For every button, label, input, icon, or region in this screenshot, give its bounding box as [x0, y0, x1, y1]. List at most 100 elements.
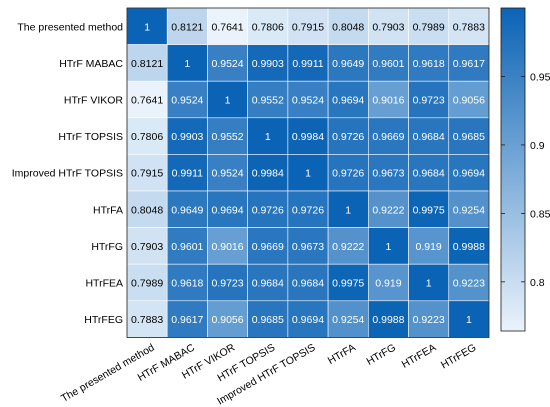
cell-value-label: 1	[265, 131, 271, 143]
cell-value-label: 0.9524	[211, 58, 243, 70]
cell-value-label: 0.9016	[211, 241, 243, 253]
cell-value-label: 0.9694	[292, 314, 324, 326]
cell-value-label: 0.9911	[292, 58, 323, 70]
cell-value-label: 1	[386, 241, 392, 253]
cell-value-label: 0.9984	[252, 168, 284, 180]
heatmap-cell	[287, 44, 329, 82]
colorbar-tick-label: 0.8	[530, 277, 545, 289]
cell-value-label: 0.7989	[413, 21, 445, 33]
heatmap-cell	[368, 227, 409, 265]
cell-value-label: 0.7883	[453, 21, 485, 33]
cell-value-label: 0.9223	[453, 278, 485, 290]
heatmap-cell	[327, 263, 369, 302]
heatmap-cell	[448, 117, 490, 155]
colorbar-tick-label: 0.9	[530, 140, 545, 152]
heatmap-cell	[247, 154, 289, 192]
cell-value-label: 0.9617	[171, 314, 203, 326]
heatmap-cell	[126, 263, 168, 302]
row-label: The presented method	[17, 21, 123, 33]
row-label: HTrFA	[93, 204, 123, 216]
cell-value-label: 0.9694	[332, 95, 364, 107]
heatmap-cell	[448, 44, 490, 82]
cell-value-label: 0.9903	[171, 131, 203, 143]
heatmap-cell	[207, 190, 248, 228]
cell-value-label: 0.9723	[413, 95, 445, 107]
heatmap-cell	[408, 190, 450, 228]
heatmap-cell	[207, 44, 248, 82]
heatmap-cell	[448, 80, 490, 119]
cell-value-label: 0.9726	[292, 204, 324, 216]
heatmap-cells: 1 0.8121 0.7641 0.7806 0.7915 0.8048 0.7903 0.7…	[126, 7, 490, 338]
cell-value-label: 1	[466, 314, 472, 326]
heatmap-cell	[166, 80, 208, 119]
heatmap-cell	[126, 300, 168, 338]
cell-value-label: 0.7903	[131, 241, 163, 253]
cell-value-label: 1	[345, 204, 351, 216]
cell-value-label: 0.9601	[171, 241, 203, 253]
cell-value-label: 0.9988	[453, 241, 485, 253]
cell-value-label: 0.9723	[211, 278, 243, 290]
cell-value-label: 0.9684	[252, 278, 284, 290]
row-label: HTrFEA	[85, 278, 123, 290]
cell-value-label: 0.7915	[292, 21, 324, 33]
cell-value-label: 0.9649	[171, 204, 203, 216]
heatmap-cell	[368, 80, 409, 119]
column-label: HTrFG	[364, 342, 397, 368]
heatmap-cell	[287, 263, 329, 302]
cell-value-label: 0.9685	[453, 131, 485, 143]
cell-value-label: 0.9669	[252, 241, 284, 253]
row-labels: The presented method HTrF MABAC HTrF VIKOR…	[12, 21, 124, 326]
cell-value-label: 0.9988	[372, 314, 404, 326]
cell-value-label: 0.9056	[211, 314, 243, 326]
cell-value-label: 0.7883	[131, 314, 163, 326]
heatmap-cell	[247, 190, 289, 228]
row-label: HTrF VIKOR	[64, 95, 124, 107]
heatmap-cell	[126, 117, 168, 155]
cell-value-label: 1	[225, 95, 231, 107]
cell-value-label: 0.9726	[332, 168, 364, 180]
colorbar-tick-label: 0.85	[530, 208, 550, 220]
cell-value-label: 0.9222	[372, 204, 404, 216]
heatmap-cell	[247, 263, 289, 302]
heatmap-cell	[327, 190, 369, 228]
heatmap-frame	[126, 7, 490, 338]
cell-value-label: 0.7641	[131, 95, 163, 107]
cell-value-label: 0.7989	[131, 278, 163, 290]
cell-value-label: 0.9684	[413, 168, 445, 180]
heatmap-cell	[408, 7, 450, 45]
colorbar-tick-label: 0.95	[530, 71, 550, 83]
cell-value-label: 1	[144, 21, 150, 33]
cell-value-label: 0.9552	[252, 95, 284, 107]
cell-value-label: 0.9223	[413, 314, 445, 326]
heatmap-cell	[166, 154, 208, 192]
heatmap-cell	[368, 44, 409, 82]
heatmap-cell	[368, 154, 409, 192]
cell-value-label: 1	[426, 278, 432, 290]
row-label: HTrFG	[91, 241, 123, 253]
heatmap-cell	[207, 80, 248, 119]
heatmap-cell	[126, 44, 168, 82]
row-label: Improved HTrF TOPSIS	[12, 168, 123, 180]
cell-value-label: 0.9601	[372, 58, 404, 70]
column-label: HTrFEG	[439, 342, 479, 372]
cell-value-label: 0.9694	[453, 168, 485, 180]
cell-value-label: 0.9222	[332, 241, 364, 253]
cell-value-label: 0.7806	[252, 21, 284, 33]
heatmap-cell	[287, 190, 329, 228]
heatmap-cell	[207, 154, 248, 192]
cell-value-label: 0.9685	[252, 314, 284, 326]
heatmap-cell	[448, 263, 490, 302]
cell-value-label: 0.9618	[171, 278, 203, 290]
heatmap-cell	[327, 154, 369, 192]
heatmap-cell	[207, 300, 248, 338]
cell-value-label: 0.9975	[413, 204, 445, 216]
heatmap-cell	[126, 227, 168, 265]
heatmap-cell	[368, 263, 409, 302]
column-label: HTrFA	[326, 342, 358, 367]
heatmap-cell	[126, 7, 168, 45]
cell-value-label: 0.9684	[413, 131, 445, 143]
cell-value-label: 1	[184, 58, 190, 70]
row-label: HTrF TOPSIS	[58, 131, 123, 143]
cell-value-label: 0.9673	[292, 241, 324, 253]
